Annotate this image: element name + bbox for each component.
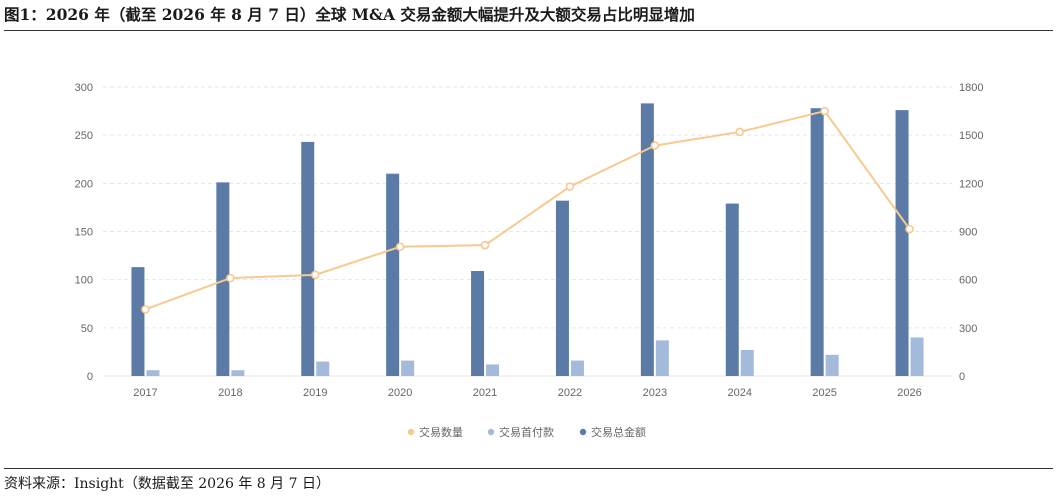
x-tick-label: 2025	[812, 387, 836, 399]
right-tick-label: 0	[959, 371, 965, 383]
bar-total-amount	[471, 270, 485, 376]
count-point	[141, 305, 150, 314]
bar-total-amount	[216, 182, 230, 376]
left-tick-label: 250	[75, 130, 93, 142]
x-axis-ticks: 2017 2018 2019 2020 2021 2022 2023 2024 2025 2026	[133, 387, 922, 399]
x-tick-label: 2020	[388, 387, 412, 399]
bar-total-amount	[810, 108, 824, 377]
right-tick-label: 900	[959, 227, 977, 239]
bar-first-payment	[740, 349, 754, 376]
right-tick-label: 1800	[959, 82, 983, 94]
count-line-path	[145, 109, 911, 311]
bar-total-amount	[386, 173, 400, 376]
bar-first-payment	[146, 370, 160, 376]
count-point	[310, 270, 320, 280]
bar-total-amount	[725, 203, 739, 376]
x-tick-label: 2017	[133, 387, 157, 399]
right-axis-ticks: 0 300 600 900 1200 1500 1800	[959, 82, 983, 383]
legend-label: 交易数量	[419, 425, 463, 439]
count-point	[820, 106, 829, 116]
combo-chart: 0 50 100 150 200 250 300 0 300 600 900 1200 1500 180…	[75, 82, 984, 439]
x-tick-label: 2022	[558, 387, 582, 399]
count-point	[480, 240, 490, 250]
right-tick-label: 300	[959, 323, 977, 335]
right-tick-label: 1500	[959, 130, 983, 142]
legend-marker	[487, 428, 495, 436]
bar-first-payment	[910, 337, 924, 376]
left-tick-label: 0	[87, 371, 93, 383]
count-point	[735, 127, 745, 137]
source-note: 资料来源：Insight（数据截至 2026 年 8 月 7 日）	[4, 476, 330, 492]
legend-marker	[407, 428, 415, 436]
count-line	[141, 106, 914, 314]
x-tick-label: 2018	[218, 387, 242, 399]
left-tick-label: 200	[75, 178, 93, 190]
top-rule	[4, 30, 1053, 31]
bar-first-payment	[316, 361, 330, 376]
bar-total-amount	[555, 200, 569, 376]
right-tick-label: 1200	[959, 178, 983, 190]
left-tick-label: 150	[75, 227, 93, 239]
legend-label: 交易总金额	[591, 425, 646, 439]
bar-total-amount	[131, 267, 145, 376]
bar-total-amount	[895, 110, 909, 377]
bar-first-payment	[231, 370, 245, 376]
x-tick-label: 2021	[473, 387, 497, 399]
left-tick-label: 100	[75, 275, 93, 287]
gridlines	[103, 86, 952, 377]
bar-first-payment	[825, 354, 839, 376]
count-point	[905, 224, 914, 234]
bar-first-payment	[570, 360, 584, 376]
bars	[131, 103, 924, 377]
x-tick-label: 2026	[897, 387, 921, 399]
left-axis-ticks: 0 50 100 150 200 250 300	[75, 82, 93, 383]
count-point	[395, 242, 405, 252]
x-tick-label: 2023	[643, 387, 667, 399]
legend-label: 交易首付款	[499, 425, 554, 439]
right-tick-label: 600	[959, 275, 977, 287]
bar-total-amount	[301, 141, 315, 376]
count-point	[565, 182, 575, 191]
legend-marker	[579, 428, 587, 436]
x-tick-label: 2019	[303, 387, 327, 399]
legend: 交易数量 交易首付款 交易总金额	[407, 425, 646, 439]
bar-first-payment	[401, 360, 415, 376]
bar-total-amount	[640, 103, 654, 377]
bar-first-payment	[486, 364, 500, 376]
x-tick-label: 2024	[728, 387, 752, 399]
left-tick-label: 50	[81, 323, 93, 335]
count-point	[226, 273, 235, 283]
bottom-rule	[4, 468, 1053, 469]
left-tick-label: 300	[75, 82, 93, 94]
figure-title: 图1：2026 年（截至 2026 年 8 月 7 日）全球 M&A 交易金额大…	[4, 5, 695, 24]
count-point	[650, 141, 660, 150]
bar-first-payment	[655, 340, 669, 376]
